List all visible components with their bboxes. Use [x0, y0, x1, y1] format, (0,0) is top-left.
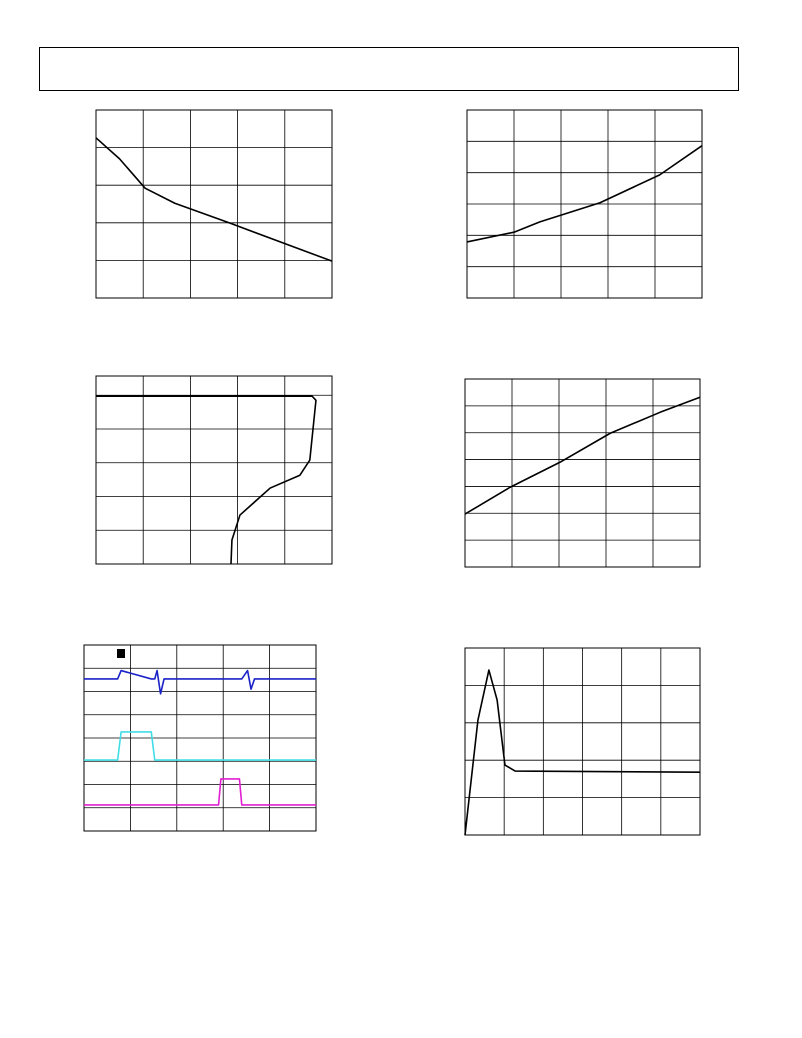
data-line [84, 669, 316, 695]
plot-frame [464, 647, 701, 836]
data-line [96, 395, 317, 565]
data-line [95, 137, 333, 262]
header-box [39, 47, 739, 91]
data-line [466, 145, 703, 243]
plot-frame [83, 644, 317, 832]
trigger-marker [117, 649, 125, 658]
data-line [464, 669, 700, 836]
data-line [84, 731, 316, 761]
plot-frame [464, 378, 701, 568]
plot-frame [95, 375, 333, 565]
data-line [84, 778, 316, 806]
plot-frame [95, 109, 333, 299]
plot-frame [466, 109, 703, 299]
data-line [464, 396, 701, 515]
